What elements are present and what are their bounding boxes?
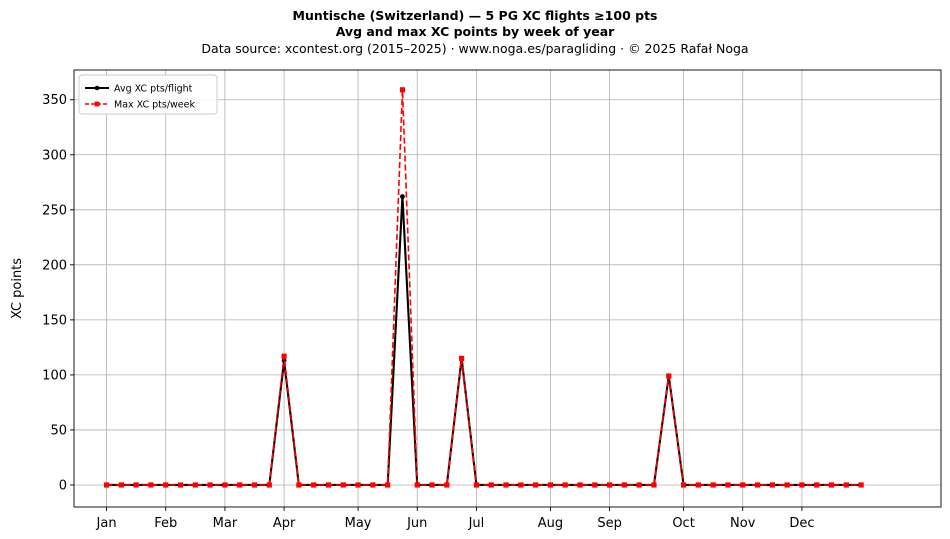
- legend: Avg XC pts/flight Max XC pts/week: [78, 74, 218, 115]
- data-point-max-xc-pts-week: [592, 482, 598, 488]
- data-point-max-xc-pts-week: [725, 482, 731, 488]
- data-point-max-xc-pts-week: [118, 482, 124, 488]
- data-point-max-xc-pts-week: [710, 482, 716, 488]
- data-point-max-xc-pts-week: [651, 482, 657, 488]
- x-tick-label: Jan: [96, 516, 117, 531]
- data-point-max-xc-pts-week: [340, 482, 346, 488]
- data-point-max-xc-pts-week: [222, 482, 228, 488]
- data-point-max-xc-pts-week: [370, 482, 376, 488]
- grid-layer: [74, 70, 941, 507]
- y-tick-label: 300: [42, 148, 67, 163]
- y-axis-label: XC points: [10, 258, 25, 319]
- y-tick-label: 0: [59, 478, 67, 493]
- data-point-max-xc-pts-week: [740, 482, 746, 488]
- x-tick-label: Dec: [789, 516, 814, 531]
- x-tick-label: Sep: [597, 516, 622, 531]
- series-layer: [103, 87, 864, 488]
- plot-frame: [73, 69, 942, 508]
- data-point-max-xc-pts-week: [666, 373, 672, 379]
- data-point-max-xc-pts-week: [237, 482, 243, 488]
- x-tick-label: Jun: [406, 516, 427, 531]
- legend-label-avg-xc-pts-flight: Avg XC pts/flight: [114, 84, 193, 95]
- data-point-max-xc-pts-week: [843, 482, 849, 488]
- data-point-max-xc-pts-week: [429, 482, 435, 488]
- x-tick-label: Oct: [672, 516, 694, 531]
- data-point-max-xc-pts-week: [163, 482, 169, 488]
- data-point-max-xc-pts-week: [296, 482, 302, 488]
- data-point-max-xc-pts-week: [192, 482, 198, 488]
- data-point-max-xc-pts-week: [577, 482, 583, 488]
- x-tick-label: Aug: [538, 516, 563, 531]
- data-point-max-xc-pts-week: [695, 482, 701, 488]
- legend-marker: [94, 101, 100, 107]
- data-point-max-xc-pts-week: [488, 482, 494, 488]
- data-point-max-xc-pts-week: [281, 353, 287, 359]
- chart-title-line-2: Avg and max XC points by week of year: [335, 24, 615, 39]
- x-tick-label: Nov: [730, 516, 756, 531]
- legend-box: [78, 74, 218, 115]
- x-tick-label: Feb: [154, 516, 177, 531]
- chart-title-line-1: Muntische (Switzerland) — 5 PG XC flight…: [292, 8, 658, 23]
- data-point-max-xc-pts-week: [828, 482, 835, 488]
- x-tick-label: Mar: [213, 516, 238, 531]
- data-point-max-xc-pts-week: [266, 482, 272, 488]
- legend-marker: [94, 85, 100, 91]
- y-tick-label: 50: [50, 423, 67, 438]
- y-tick-label: 100: [42, 368, 67, 383]
- data-point-max-xc-pts-week: [562, 482, 568, 488]
- data-point-max-xc-pts-week: [533, 482, 539, 488]
- x-tick-label: Apr: [273, 516, 296, 531]
- y-tick-label: 350: [42, 93, 67, 108]
- chart-subtitle: Data source: xcontest.org (2015–2025) · …: [201, 41, 749, 56]
- data-point-avg-xc-pts-flight: [400, 194, 405, 199]
- data-point-max-xc-pts-week: [606, 482, 613, 488]
- data-point-max-xc-pts-week: [459, 355, 465, 361]
- data-point-max-xc-pts-week: [148, 482, 154, 488]
- data-point-max-xc-pts-week: [414, 482, 420, 488]
- series-line-avg-xc-pts-flight: [106, 195, 862, 487]
- data-point-max-xc-pts-week: [754, 482, 761, 488]
- data-point-max-xc-pts-week: [680, 482, 687, 488]
- data-point-max-xc-pts-week: [444, 482, 450, 488]
- data-point-max-xc-pts-week: [385, 482, 391, 488]
- data-point-max-xc-pts-week: [325, 482, 332, 488]
- data-point-max-xc-pts-week: [207, 482, 213, 488]
- data-point-max-xc-pts-week: [784, 482, 790, 488]
- data-point-max-xc-pts-week: [473, 482, 480, 488]
- data-point-max-xc-pts-week: [636, 482, 642, 488]
- legend-label-max-xc-pts-week: Max XC pts/week: [114, 100, 195, 111]
- y-tick-label: 200: [42, 258, 67, 273]
- axis-layer: Jan Feb Mar Apr May Jun Jul Aug Sep Oct Nov Dec 0 50 1…: [42, 93, 814, 531]
- series-line-max-xc-pts-week: [106, 89, 862, 486]
- data-point-max-xc-pts-week: [399, 87, 406, 93]
- data-point-max-xc-pts-week: [355, 482, 361, 488]
- data-point-max-xc-pts-week: [814, 482, 820, 488]
- x-tick-label: May: [345, 516, 372, 531]
- data-point-max-xc-pts-week: [103, 482, 110, 488]
- data-point-max-xc-pts-week: [518, 482, 524, 488]
- y-tick-label: 150: [42, 313, 67, 328]
- data-point-max-xc-pts-week: [503, 482, 509, 488]
- data-point-max-xc-pts-week: [251, 482, 258, 488]
- data-point-max-xc-pts-week: [133, 482, 139, 488]
- data-point-max-xc-pts-week: [858, 482, 864, 488]
- data-point-max-xc-pts-week: [621, 482, 627, 488]
- y-tick-label: 250: [42, 203, 67, 218]
- x-tick-label: Jul: [468, 516, 485, 531]
- data-point-max-xc-pts-week: [799, 482, 805, 488]
- chart-title-block: Muntische (Switzerland) — 5 PG XC flight…: [0, 8, 950, 57]
- data-point-max-xc-pts-week: [547, 482, 554, 488]
- data-point-max-xc-pts-week: [769, 482, 775, 488]
- data-point-max-xc-pts-week: [177, 482, 184, 488]
- data-point-max-xc-pts-week: [311, 482, 317, 488]
